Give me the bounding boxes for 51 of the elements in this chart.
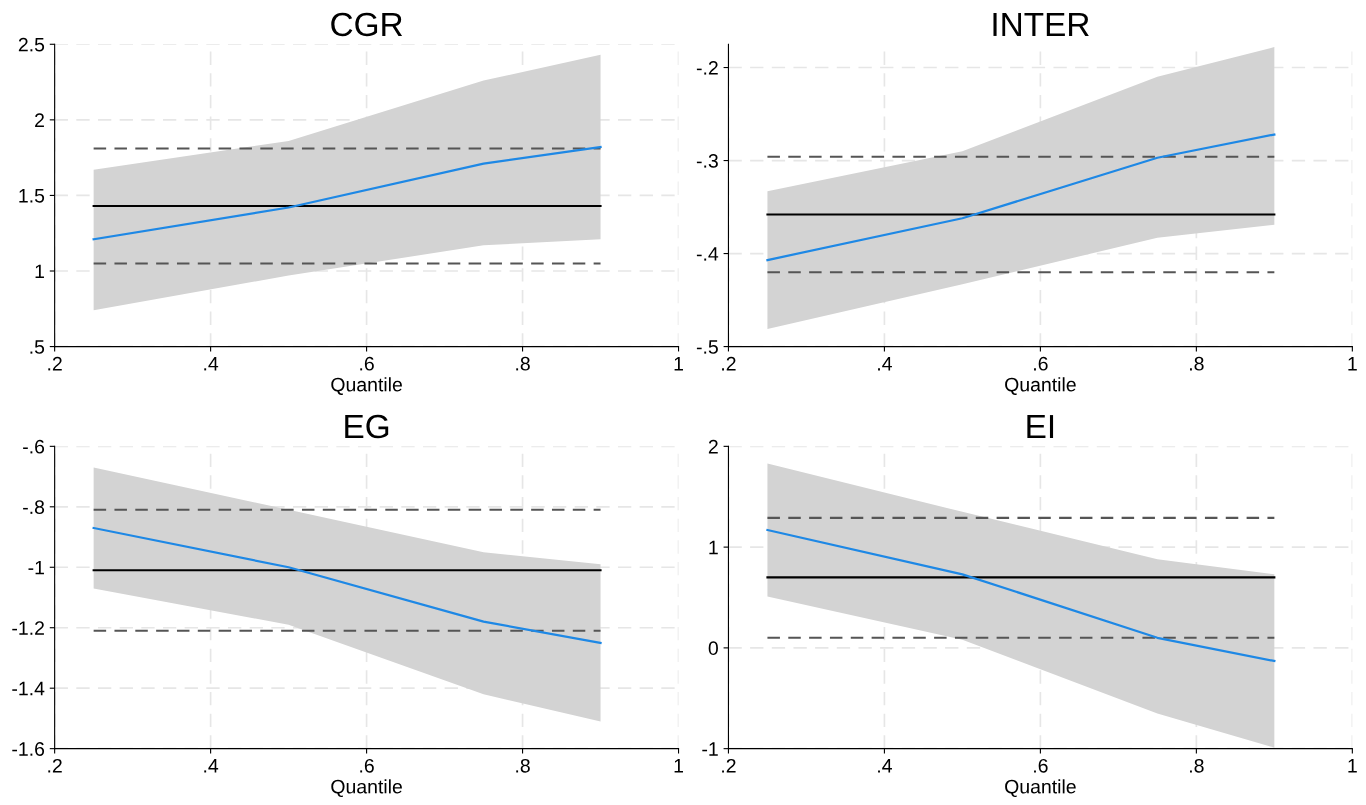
x-tick-label: .6 [360, 356, 374, 371]
y-tick-label: -.8 [23, 500, 45, 515]
x-axis-title: Quantile [331, 377, 402, 395]
line-series [92, 526, 602, 644]
x-tick-label: .2 [48, 356, 62, 371]
x-tick-label: .8 [516, 758, 530, 773]
y-tick-label: -.2 [696, 61, 718, 75]
y-tick-label: -1.2 [12, 621, 44, 635]
line-series [92, 145, 602, 241]
y-tick-label: 1 [709, 540, 718, 555]
y-tick-label: 2 [708, 439, 718, 454]
x-tick-label: .8 [516, 356, 530, 371]
x-tick-label: .6 [1034, 356, 1048, 371]
y-tick-label: -1 [28, 560, 44, 575]
line-series [766, 528, 1276, 663]
y-tick-label: -.5 [696, 340, 718, 354]
x-tick-label: 1 [674, 759, 683, 773]
y-tick-label: -.4 [696, 247, 719, 261]
y-tick-label: -.6 [23, 439, 45, 454]
x-axis-title: Quantile [1005, 377, 1076, 395]
x-tick-label: 1 [674, 357, 683, 371]
x-tick-label: 1 [1348, 357, 1357, 371]
x-tick-label: .8 [1190, 758, 1204, 773]
x-tick-label: .4 [204, 357, 219, 371]
line-series [766, 133, 1276, 262]
chart-title: CGR [331, 12, 403, 37]
y-tick-label: -.3 [696, 154, 718, 168]
x-tick-label: .2 [722, 356, 736, 371]
chart-title: EI [1027, 415, 1054, 439]
chart-title: EG [345, 414, 389, 439]
x-axis-title: Quantile [1005, 779, 1076, 798]
y-tick-label: 2 [35, 113, 44, 127]
x-tick-label: .8 [1190, 356, 1204, 371]
x-tick-label: 1 [1348, 759, 1357, 773]
chart-title: INTER [993, 13, 1089, 36]
x-tick-label: .6 [360, 758, 374, 773]
x-axis-title: Quantile [331, 779, 402, 798]
x-tick-label: .2 [48, 758, 62, 773]
y-tick-label: 2.5 [18, 37, 45, 52]
y-tick-label: .5 [30, 340, 45, 354]
y-tick-label: 1 [35, 264, 44, 279]
y-tick-label: 1.5 [19, 189, 45, 203]
x-tick-label: .4 [204, 759, 219, 773]
x-tick-label: .2 [722, 758, 736, 773]
y-tick-label: 0 [708, 641, 718, 656]
y-tick-label: -1.4 [12, 681, 45, 696]
x-tick-label: .4 [878, 759, 892, 773]
y-tick-label: -1.6 [12, 742, 45, 756]
y-tick-label: -1 [702, 742, 718, 756]
x-tick-label: .4 [878, 357, 892, 371]
x-tick-label: .6 [1034, 758, 1048, 773]
